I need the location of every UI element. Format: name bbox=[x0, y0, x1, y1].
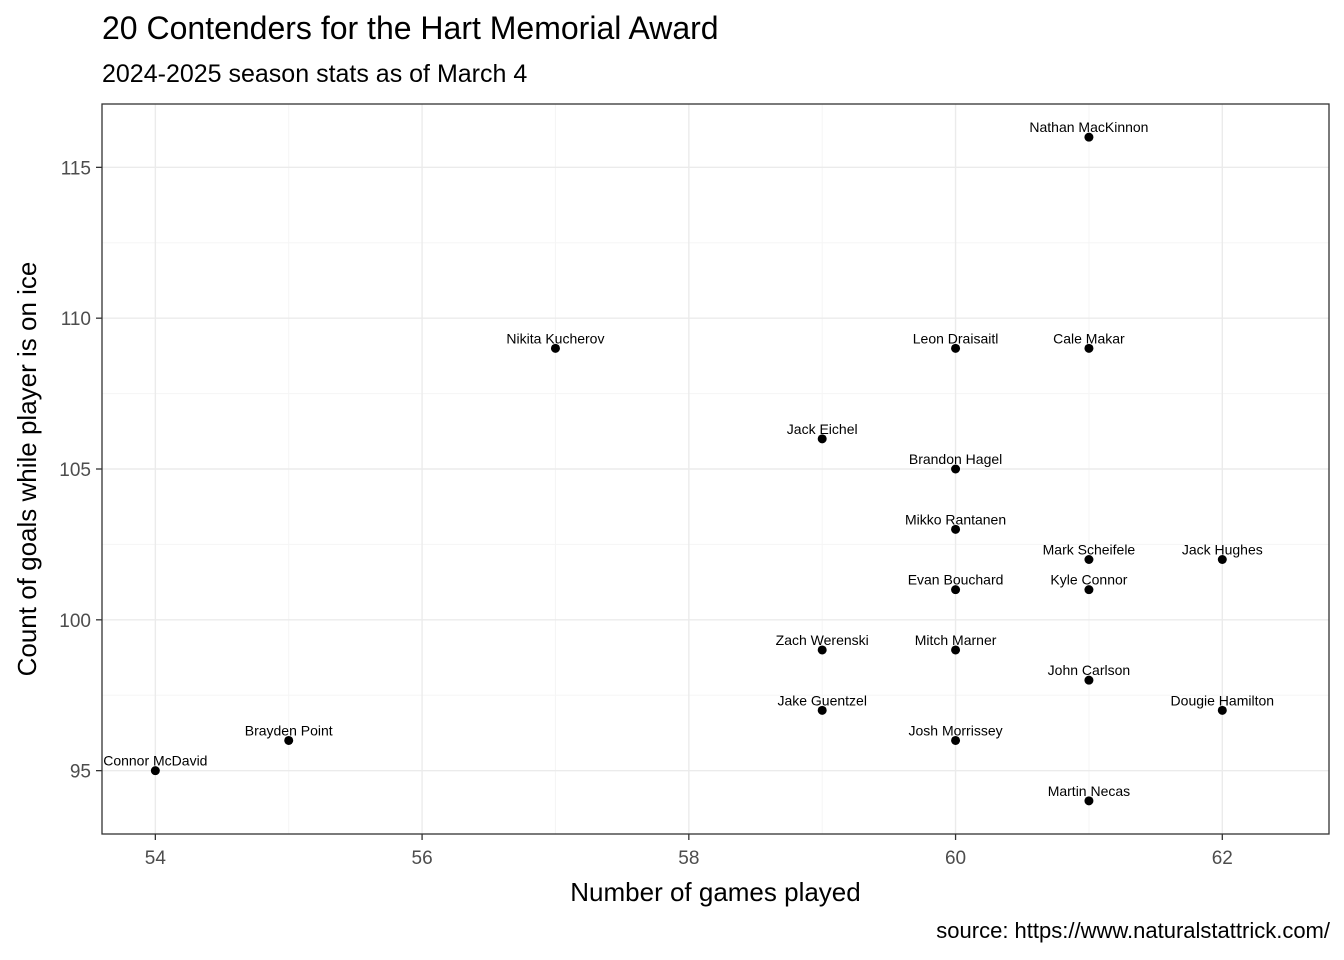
chart-title: 20 Contenders for the Hart Memorial Awar… bbox=[102, 10, 719, 46]
point-label: Jake Guentzel bbox=[777, 692, 867, 708]
point-label: Mitch Marner bbox=[915, 632, 997, 648]
x-tick-label: 54 bbox=[145, 848, 167, 869]
point-label: Dougie Hamilton bbox=[1171, 692, 1275, 708]
point-labels: Nathan MacKinnon Nikita Kucherov Leon Drai… bbox=[103, 119, 1274, 799]
y-tick-label: 115 bbox=[61, 158, 91, 179]
data-point bbox=[1084, 132, 1094, 142]
point-label: Josh Morrissey bbox=[908, 722, 1002, 738]
data-point bbox=[1084, 554, 1094, 564]
x-axis-ticks: 54 56 58 60 62 bbox=[145, 834, 1233, 869]
data-point bbox=[1084, 675, 1094, 685]
data-point bbox=[1084, 343, 1094, 353]
data-point bbox=[1084, 796, 1094, 806]
y-tick-label: 110 bbox=[61, 309, 91, 330]
x-tick-label: 62 bbox=[1212, 848, 1233, 869]
point-label: Jack Eichel bbox=[787, 421, 858, 437]
x-tick-label: 60 bbox=[945, 848, 966, 869]
point-label: Kyle Connor bbox=[1050, 572, 1127, 588]
point-label: John Carlson bbox=[1048, 662, 1131, 678]
y-axis-title: Count of goals while player is on ice bbox=[12, 262, 42, 677]
data-point bbox=[951, 735, 961, 745]
x-tick-label: 56 bbox=[412, 848, 433, 869]
data-point bbox=[817, 705, 827, 715]
point-label: Nikita Kucherov bbox=[506, 330, 604, 346]
point-label: Nathan MacKinnon bbox=[1029, 119, 1148, 135]
data-point bbox=[951, 524, 961, 534]
y-tick-label: 95 bbox=[70, 762, 91, 783]
point-label: Jack Hughes bbox=[1182, 541, 1263, 557]
data-point bbox=[1217, 705, 1227, 715]
data-point bbox=[284, 735, 294, 745]
data-point bbox=[150, 766, 160, 776]
data-point bbox=[951, 343, 961, 353]
data-point bbox=[1084, 585, 1094, 595]
data-point bbox=[951, 464, 961, 474]
point-label: Brayden Point bbox=[245, 722, 333, 738]
point-label: Evan Bouchard bbox=[908, 572, 1004, 588]
data-points bbox=[150, 132, 1227, 806]
source-caption: source: https://www.naturalstattrick.com… bbox=[936, 918, 1330, 943]
point-label: Leon Draisaitl bbox=[913, 330, 999, 346]
data-point bbox=[550, 343, 560, 353]
point-label: Brandon Hagel bbox=[909, 451, 1002, 467]
data-point bbox=[951, 585, 961, 595]
data-point bbox=[951, 645, 961, 655]
point-label: Mikko Rantanen bbox=[905, 511, 1006, 527]
x-tick-label: 58 bbox=[678, 848, 699, 869]
point-label: Martin Necas bbox=[1048, 783, 1130, 799]
y-tick-label: 105 bbox=[59, 460, 91, 481]
data-point bbox=[817, 434, 827, 444]
point-label: Cale Makar bbox=[1053, 330, 1125, 346]
point-label: Zach Werenski bbox=[776, 632, 869, 648]
point-label: Connor McDavid bbox=[103, 753, 207, 769]
x-axis-title: Number of games played bbox=[570, 877, 860, 907]
y-tick-label: 100 bbox=[59, 611, 91, 632]
data-point bbox=[817, 645, 827, 655]
data-point bbox=[1217, 554, 1227, 564]
point-label: Mark Scheifele bbox=[1043, 541, 1136, 557]
chart-subtitle: 2024-2025 season stats as of March 4 bbox=[102, 60, 528, 88]
y-axis-ticks: 95 100 105 110 115 bbox=[59, 158, 102, 783]
